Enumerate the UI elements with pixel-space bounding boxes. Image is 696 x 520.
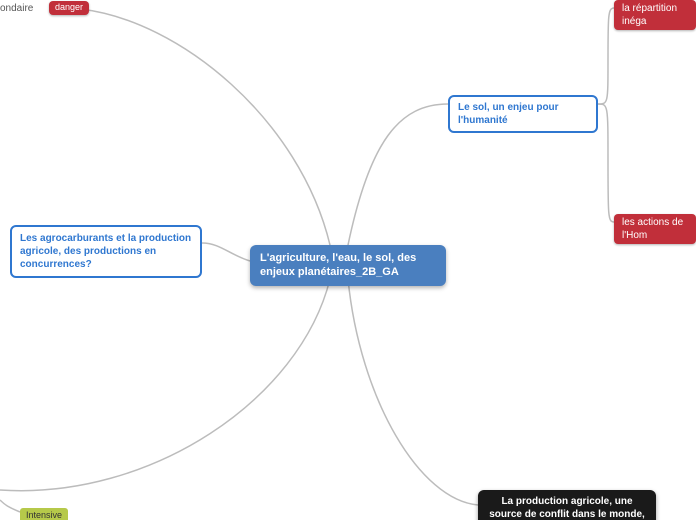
- node-repartition[interactable]: la répartition inéga: [614, 0, 696, 30]
- node-production[interactable]: La production agricole, une source de co…: [478, 490, 656, 520]
- text-ondaire: ondaire: [0, 2, 33, 15]
- node-intensive[interactable]: Intensive: [20, 508, 68, 520]
- node-soil[interactable]: Le sol, un enjeu pour l'humanité: [448, 95, 598, 133]
- mindmap-canvas: L'agriculture, l'eau, le sol, des enjeux…: [0, 0, 696, 520]
- node-agrocarburants[interactable]: Les agrocarburants et la production agri…: [10, 225, 202, 278]
- center-node[interactable]: L'agriculture, l'eau, le sol, des enjeux…: [250, 245, 446, 286]
- node-actions-homme[interactable]: les actions de l'Hom: [614, 214, 696, 244]
- node-danger[interactable]: danger: [49, 1, 89, 15]
